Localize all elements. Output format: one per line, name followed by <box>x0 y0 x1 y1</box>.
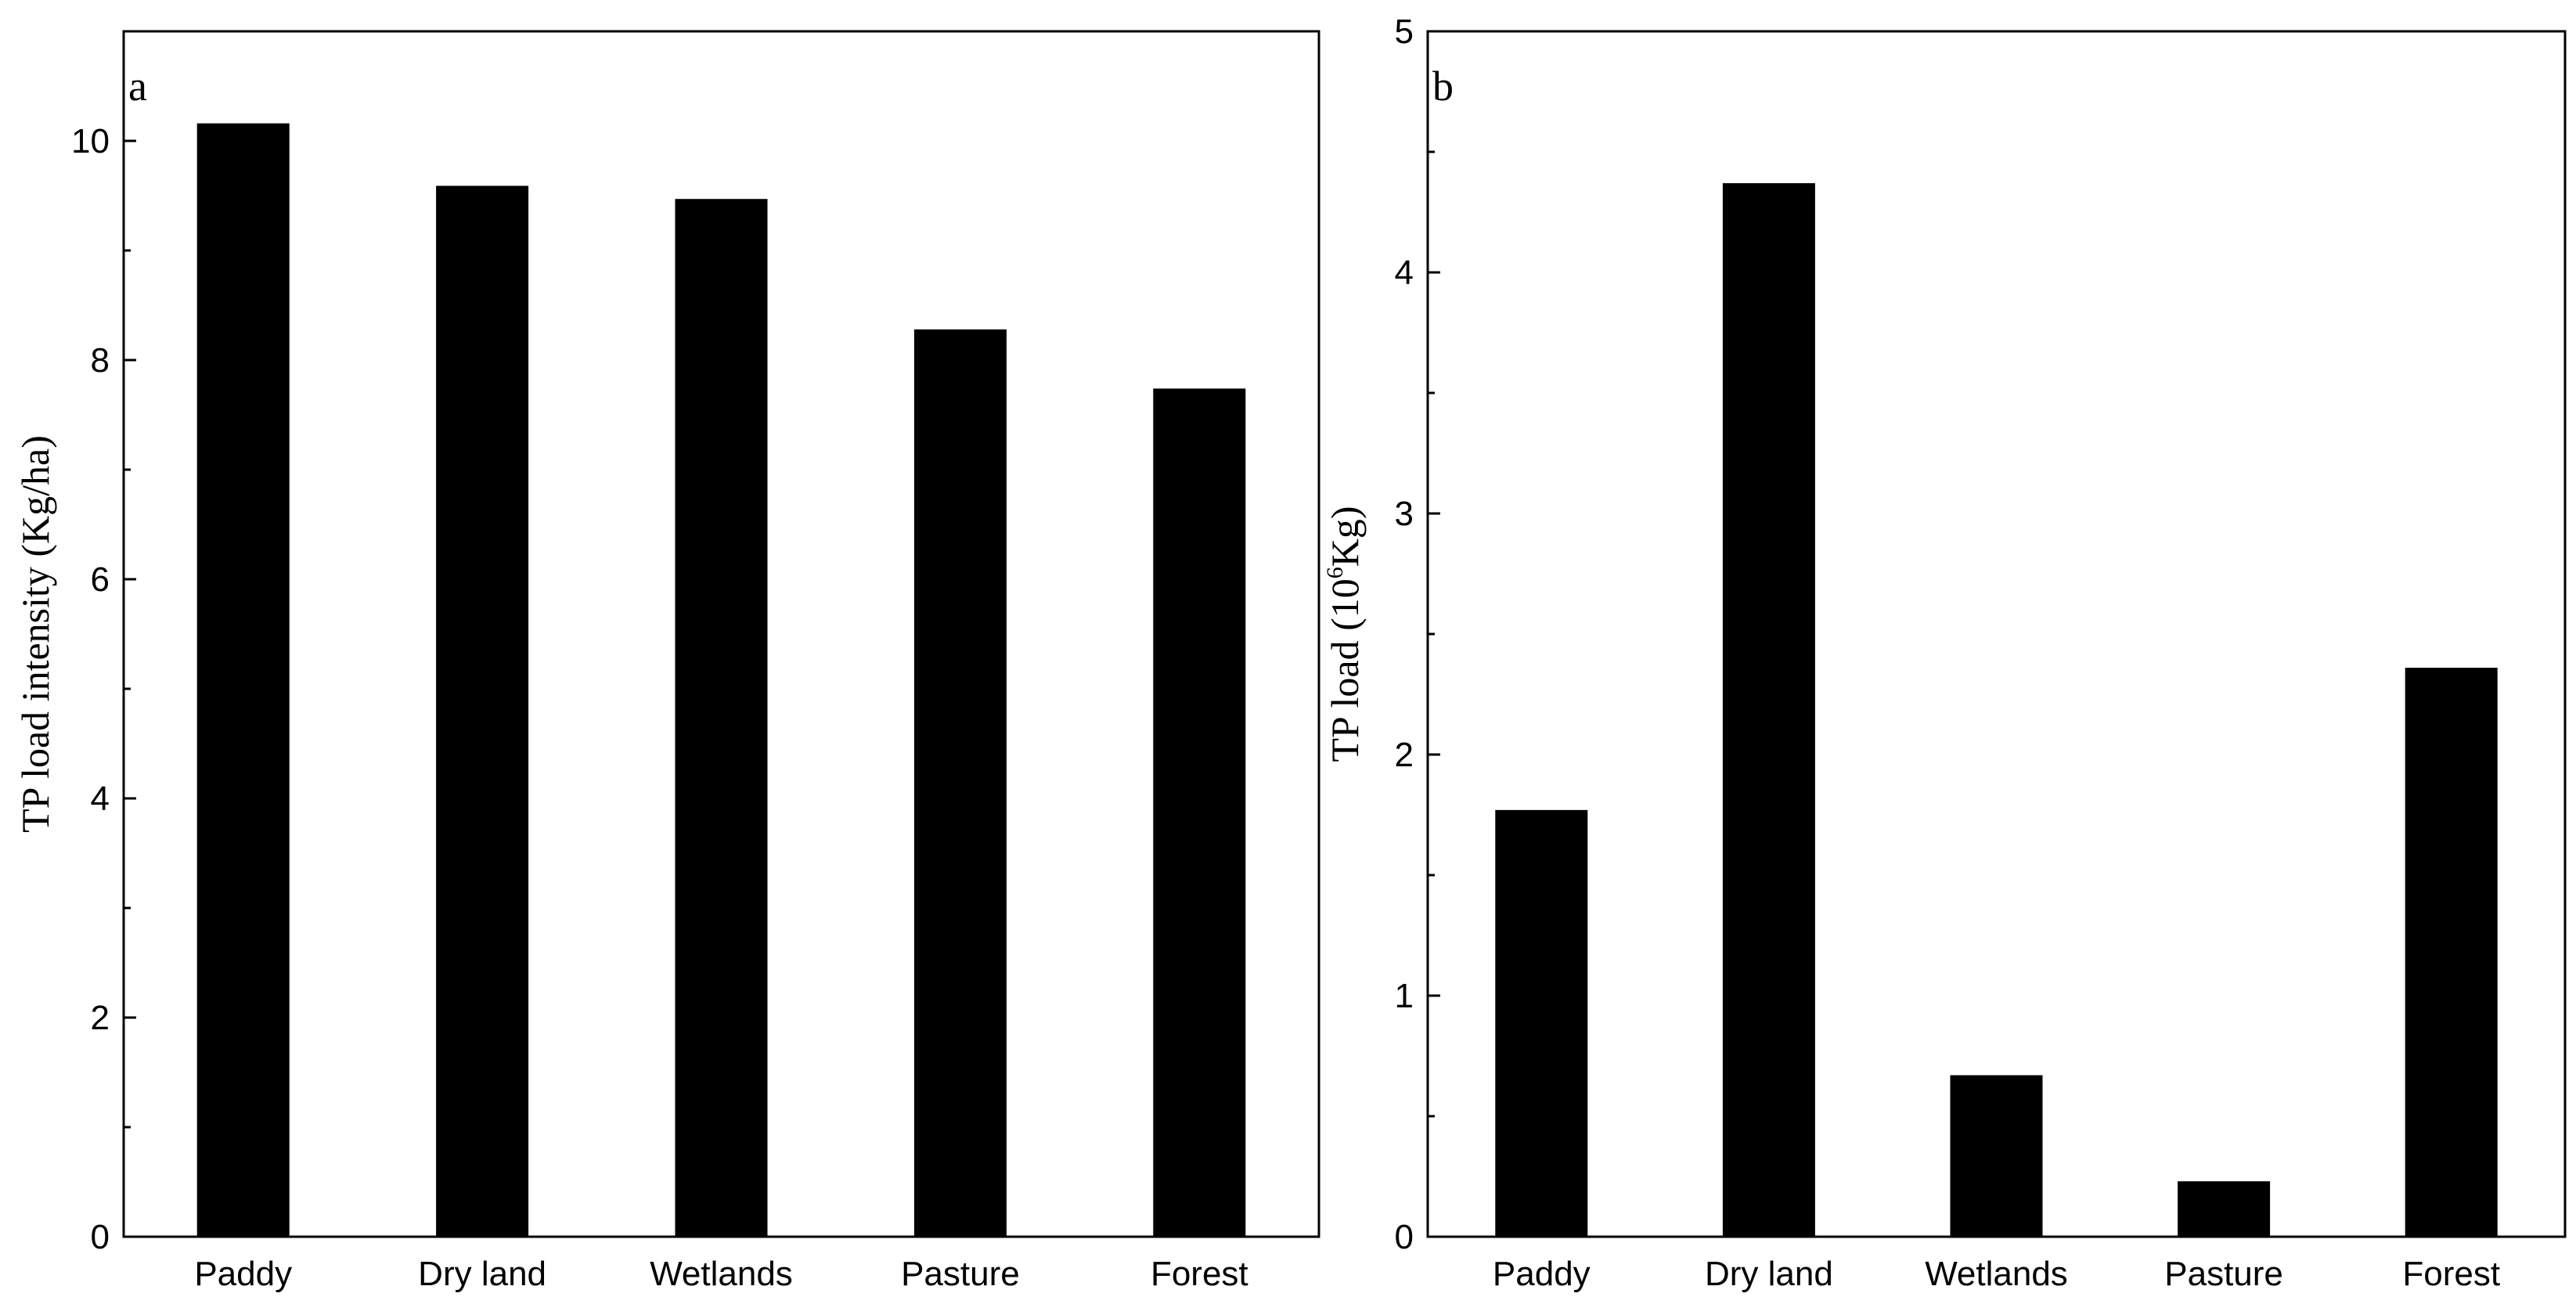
y-axis-label-text: TP load intensity (Kg/ha) <box>13 435 57 833</box>
bar-wetlands <box>675 199 768 1238</box>
bar-dry-land <box>436 186 529 1237</box>
y-tick-label: 4 <box>91 780 110 818</box>
bar-forest <box>1153 388 1246 1237</box>
y-tick-label: 0 <box>91 1218 110 1256</box>
x-tick-label: Pasture <box>901 1255 1020 1293</box>
y-tick-label: 3 <box>1395 495 1414 533</box>
x-tick-label: Paddy <box>1493 1255 1591 1293</box>
panel-label: a <box>128 63 147 110</box>
y-axis-label: TP load intensity (Kg/ha) <box>13 435 57 833</box>
plot-frame <box>1426 30 2567 1238</box>
chart-a-tp-load-intensity: Paddy Dry land Wetlands Pasture Forest 0 2 4 6 8 1… <box>13 30 1320 1293</box>
bar-wetlands <box>1950 1075 2043 1237</box>
x-tick-label: Paddy <box>194 1255 292 1293</box>
x-tick-label: Forest <box>1151 1255 1248 1293</box>
y-tick-label: 8 <box>91 341 110 380</box>
y-tick-label: 2 <box>1395 736 1414 774</box>
y-tick-label: 0 <box>1395 1218 1414 1256</box>
y-tick-label: 2 <box>91 999 110 1037</box>
y-tick-label: 4 <box>1395 254 1414 292</box>
bar-paddy <box>1495 809 1588 1237</box>
chart-b-tp-load: Paddy Dry land Wetlands Pasture Forest 0 1 2 3 4 5… <box>1322 13 2567 1293</box>
y-tick-label: 10 <box>71 122 110 160</box>
y-tick-label: 1 <box>1395 977 1414 1015</box>
x-tick-label: Wetlands <box>1925 1255 2068 1293</box>
plot-frame <box>122 30 1320 1238</box>
x-tick-label: Dry land <box>1705 1255 1833 1293</box>
x-tick-label: Pasture <box>2164 1255 2283 1293</box>
y-tick-label: 6 <box>91 560 110 599</box>
panel-label: b <box>1432 63 1454 110</box>
y-axis-label-suffix: Kg) <box>1323 506 1367 567</box>
y-axis-label-superscript: 6 <box>1322 567 1348 578</box>
x-tick-label: Forest <box>2402 1255 2500 1293</box>
y-tick-label: 5 <box>1395 13 1414 51</box>
y-axis-label-text: TP load (10 <box>1323 578 1367 762</box>
bar-pasture <box>913 329 1007 1237</box>
bar-pasture <box>2178 1181 2271 1237</box>
x-tick-label: Dry land <box>418 1255 546 1293</box>
bar-forest <box>2405 668 2498 1237</box>
bar-dry-land <box>1722 183 1815 1237</box>
y-axis-label: TP load (106Kg) <box>1322 506 1367 762</box>
bar-paddy <box>196 123 290 1238</box>
x-tick-label: Wetlands <box>650 1255 793 1293</box>
